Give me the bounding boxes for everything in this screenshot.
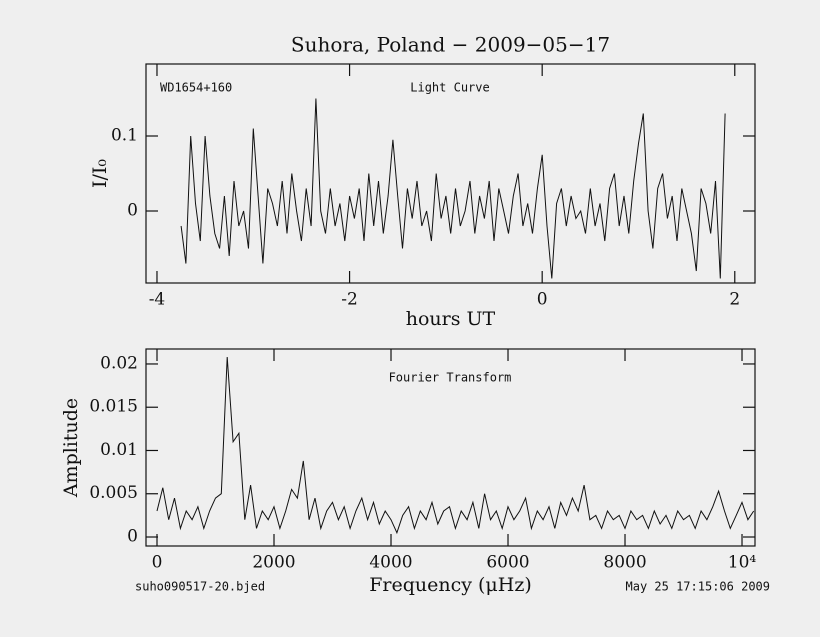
x-tick-label: -2 <box>341 290 358 310</box>
footer-file: suho090517-20.bjed <box>135 580 265 594</box>
y-tick-label: 0.1 <box>111 126 138 146</box>
footer-date: May 25 17:15:06 2009 <box>626 580 771 594</box>
x-tick-label: 2 <box>729 290 740 310</box>
y-axis-label: I/I₀ <box>89 159 111 188</box>
data-curve <box>180 98 726 279</box>
x-tick-label: 10⁴ <box>728 553 757 573</box>
x-tick-label: -4 <box>149 290 166 310</box>
x-tick-label: 0 <box>152 553 163 573</box>
x-tick-label: 0 <box>537 290 548 310</box>
y-tick-label: 0.015 <box>89 397 138 417</box>
y-tick-label: 0 <box>127 201 138 221</box>
x-tick-label: 2000 <box>252 553 295 573</box>
annotation: Fourier Transform <box>389 371 512 385</box>
chart-title: Suhora, Poland − 2009−05−17 <box>291 33 610 57</box>
y-tick-label: 0.02 <box>100 353 138 373</box>
y-tick-label: 0.005 <box>89 483 138 503</box>
x-axis-label: hours UT <box>406 308 496 330</box>
y-tick-label: 0 <box>127 527 138 547</box>
y-tick-label: 0.01 <box>100 440 138 460</box>
x-tick-label: 8000 <box>603 553 646 573</box>
annotation: Light Curve <box>410 81 489 95</box>
x-axis-label: Frequency (μHz) <box>369 574 532 596</box>
y-axis-label: Amplitude <box>60 398 82 498</box>
x-tick-label: 6000 <box>486 553 529 573</box>
data-curve <box>156 356 755 535</box>
plot-frame <box>145 348 756 547</box>
x-tick-label: 4000 <box>369 553 412 573</box>
annotation: WD1654+160 <box>160 81 232 95</box>
plot-frame <box>145 63 756 284</box>
